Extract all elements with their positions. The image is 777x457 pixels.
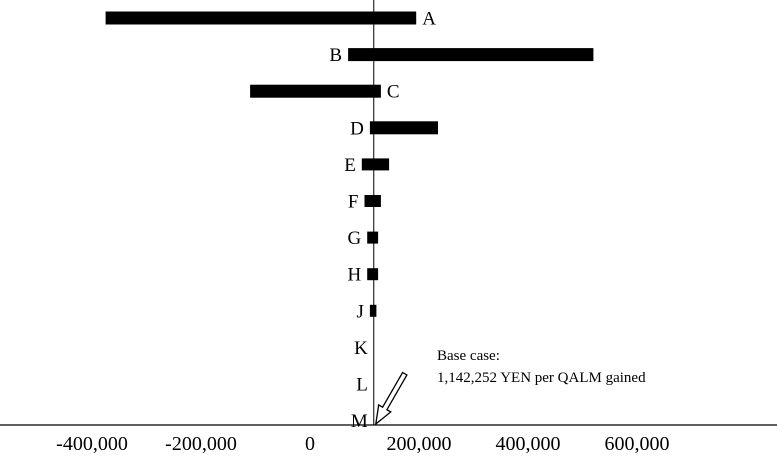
x-tick-label: -200,000 [165, 433, 237, 455]
x-tick-label: 200,000 [387, 433, 452, 455]
bar-f [364, 195, 381, 207]
bar-j [369, 304, 377, 317]
category-label-a: A [422, 9, 436, 30]
category-label-m: M [351, 411, 368, 432]
x-tick-label: -400,000 [56, 433, 128, 455]
category-label-j: J [356, 301, 363, 322]
category-label-e: E [344, 155, 356, 176]
x-tick-labels-group: -400,000 -200,000 0 200,000 400,000 600,000 [56, 433, 669, 455]
bars-group [105, 11, 594, 317]
bar-h [367, 268, 379, 281]
bar-a [105, 11, 417, 25]
category-label-b: B [329, 45, 342, 66]
bar-g [367, 231, 379, 244]
bar-e [361, 158, 390, 171]
x-tick-label: 0 [305, 433, 315, 455]
bar-d [369, 121, 438, 135]
category-label-k: K [354, 338, 368, 359]
annotation-line-2: 1,142,252 YEN per QALM gained [437, 370, 646, 386]
x-tick-label: 400,000 [496, 433, 561, 455]
category-label-d: D [350, 118, 364, 139]
x-tick-label: 600,000 [605, 433, 670, 455]
category-label-h: H [347, 265, 361, 286]
base-case-arrow [374, 371, 408, 426]
category-label-g: G [347, 228, 361, 249]
bar-b [348, 48, 594, 62]
category-label-f: F [348, 192, 359, 213]
bar-c [250, 84, 381, 98]
annotation-line-1: Base case: [437, 348, 500, 364]
category-label-c: C [387, 82, 400, 103]
category-label-l: L [356, 375, 368, 396]
